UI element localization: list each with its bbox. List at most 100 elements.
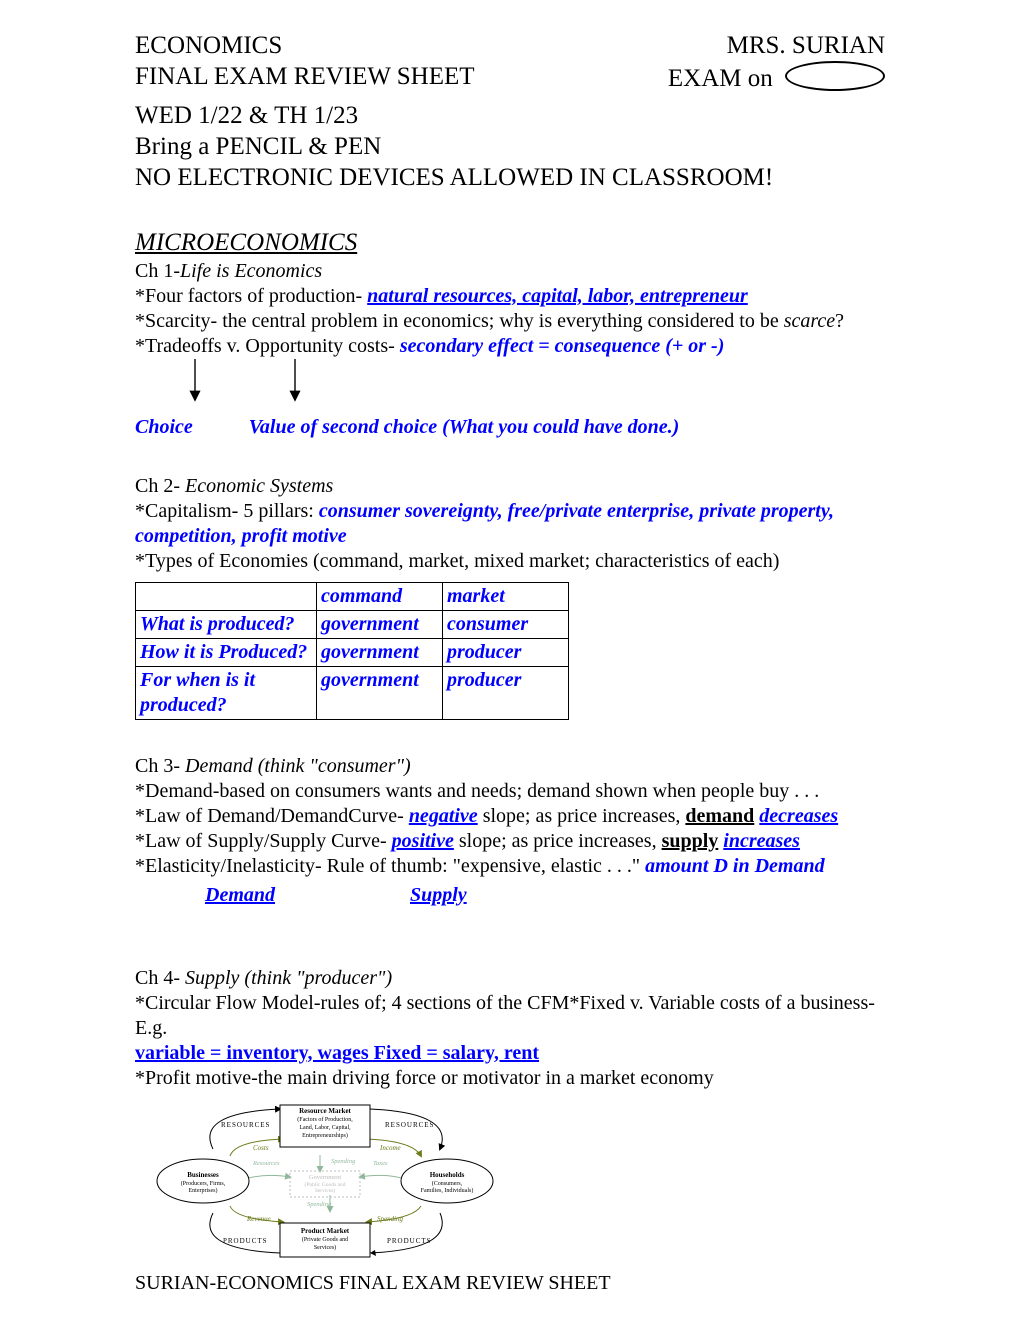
svg-text:(Factors of Production,: (Factors of Production, bbox=[297, 1116, 353, 1123]
svg-text:PRODUCTS: PRODUCTS bbox=[387, 1237, 432, 1245]
header-row-2: FINAL EXAM REVIEW SHEET EXAM on bbox=[135, 61, 885, 99]
svg-text:Land, Labor, Capital,: Land, Labor, Capital, bbox=[299, 1125, 351, 1131]
ch1-l1a: *Four factors of production- bbox=[135, 285, 367, 307]
r1b: consumer bbox=[443, 610, 569, 638]
ch3-l2d: demand bbox=[685, 805, 754, 827]
ch3-l2b: negative bbox=[409, 805, 478, 827]
choice-row: Choice Value of second choice (What you c… bbox=[135, 415, 885, 440]
ch3-l2c: slope; as price increases, bbox=[478, 805, 686, 827]
ch4-title: Ch 4- Supply (think "producer") bbox=[135, 966, 885, 991]
ch3-l3: *Law of Supply/Supply Curve- positive sl… bbox=[135, 829, 885, 854]
svg-text:Spending: Spending bbox=[307, 1201, 332, 1208]
svg-text:Government: Government bbox=[309, 1174, 342, 1181]
svg-text:Resources: Resources bbox=[252, 1160, 280, 1167]
rm1: Resource Market bbox=[299, 1107, 351, 1115]
svg-text:Costs: Costs bbox=[253, 1144, 269, 1152]
ch2-title: Ch 2- Economic Systems bbox=[135, 474, 885, 499]
choice: Choice bbox=[135, 416, 193, 438]
teacher-name: MRS. SURIAN bbox=[727, 30, 885, 61]
ch2-prefix: Ch 2- bbox=[135, 475, 185, 497]
page: ECONOMICS MRS. SURIAN FINAL EXAM REVIEW … bbox=[0, 0, 1020, 1326]
ch2-line1: *Capitalism- 5 pillars: consumer soverei… bbox=[135, 499, 885, 549]
svg-text:Enterprises): Enterprises) bbox=[189, 1187, 218, 1194]
arrows bbox=[135, 359, 885, 409]
section-microeconomics: MICROECONOMICS bbox=[135, 227, 885, 258]
choice2: Value of second choice (What you could h… bbox=[249, 416, 680, 438]
bring-line: Bring a PENCIL & PEN bbox=[135, 131, 885, 162]
ch1-l2c: ? bbox=[835, 310, 844, 332]
ch4-l1b: variable = inventory, wages Fixed = sala… bbox=[135, 1041, 885, 1066]
ch4-ital: Supply (think "producer") bbox=[185, 967, 392, 989]
ch3-l3c: slope; as price increases, bbox=[454, 830, 662, 852]
r2a: government bbox=[317, 638, 443, 666]
ch3-l1: *Demand-based on consumers wants and nee… bbox=[135, 779, 885, 804]
no-devices: NO ELECTRONIC DEVICES ALLOWED IN CLASSRO… bbox=[135, 162, 885, 193]
ch3-l3f: increases bbox=[723, 830, 800, 852]
ch1-prefix: Ch 1- bbox=[135, 260, 180, 282]
table-row: command market bbox=[136, 582, 569, 610]
th-command: command bbox=[317, 582, 443, 610]
circular-flow-diagram: Resource Market (Factors of Production, … bbox=[135, 1101, 885, 1261]
cfm-svg: Resource Market (Factors of Production, … bbox=[135, 1101, 515, 1261]
header-row-1: ECONOMICS MRS. SURIAN bbox=[135, 30, 885, 61]
ch1-title: Ch 1-Life is Economics bbox=[135, 259, 885, 284]
table-row: How it is Produced? government producer bbox=[136, 638, 569, 666]
supply-label: Supply bbox=[410, 883, 467, 908]
ch4-l2: *Profit motive-the main driving force or… bbox=[135, 1066, 885, 1091]
th-blank bbox=[136, 582, 317, 610]
svg-text:RESOURCES: RESOURCES bbox=[385, 1121, 434, 1129]
svg-text:RESOURCES: RESOURCES bbox=[221, 1121, 270, 1129]
ch4-prefix: Ch 4- bbox=[135, 967, 185, 989]
r3a: government bbox=[317, 666, 443, 719]
ch1-l1b: natural resources, capital, labor, entre… bbox=[367, 285, 748, 307]
ch3-l4a: *Elasticity/Inelasticity- Rule of thumb:… bbox=[135, 855, 645, 877]
svg-text:Spending: Spending bbox=[331, 1158, 356, 1165]
svg-text:Product Market: Product Market bbox=[301, 1227, 350, 1235]
ch2-line2: *Types of Economies (command, market, mi… bbox=[135, 549, 885, 574]
svg-text:Revenue: Revenue bbox=[246, 1215, 271, 1223]
page-footer: SURIAN-ECONOMICS FINAL EXAM REVIEW SHEET bbox=[135, 1271, 885, 1296]
svg-text:(Public Goods and: (Public Goods and bbox=[305, 1181, 346, 1188]
ch1-line2: *Scarcity- the central problem in econom… bbox=[135, 309, 885, 334]
arrow-icon bbox=[135, 353, 535, 415]
svg-text:Income: Income bbox=[379, 1144, 401, 1152]
ch4-l1: *Circular Flow Model-rules of; 4 section… bbox=[135, 991, 885, 1041]
ch3-l3a: *Law of Supply/Supply Curve- bbox=[135, 830, 392, 852]
exam-on-prefix: EXAM on bbox=[668, 65, 779, 92]
r1q: What is produced? bbox=[136, 610, 317, 638]
ch2-l1a: *Capitalism- 5 pillars: bbox=[135, 500, 319, 522]
exam-dates: WED 1/22 & TH 1/23 bbox=[135, 100, 885, 131]
demand-label: Demand bbox=[205, 883, 275, 908]
th-market: market bbox=[443, 582, 569, 610]
econ-table: command market What is produced? governm… bbox=[135, 582, 569, 720]
r2q: How it is Produced? bbox=[136, 638, 317, 666]
course-name: ECONOMICS bbox=[135, 30, 282, 61]
table-row: For when is it produced? government prod… bbox=[136, 666, 569, 719]
svg-text:(Consumers,: (Consumers, bbox=[432, 1180, 463, 1187]
svg-text:Businesses: Businesses bbox=[187, 1171, 219, 1179]
ch3-l3b: positive bbox=[392, 830, 454, 852]
ch3-prefix: Ch 3- bbox=[135, 755, 185, 777]
r3q: For when is it produced? bbox=[136, 666, 317, 719]
ch3-title: Ch 3- Demand (think "consumer") bbox=[135, 754, 885, 779]
ch3-l2a: *Law of Demand/DemandCurve- bbox=[135, 805, 409, 827]
r3b: producer bbox=[443, 666, 569, 719]
ch3-l3d: supply bbox=[662, 830, 719, 852]
demand-supply-labels: Demand Supply bbox=[135, 883, 885, 908]
svg-text:Spending: Spending bbox=[377, 1215, 404, 1223]
svg-text:Services): Services) bbox=[315, 1187, 336, 1194]
ch3-l2f: decreases bbox=[759, 805, 838, 827]
svg-text:Families, Individuals): Families, Individuals) bbox=[421, 1187, 474, 1194]
table-row: What is produced? government consumer bbox=[136, 610, 569, 638]
ch1-line1: *Four factors of production- natural res… bbox=[135, 284, 885, 309]
ch1-l2a: *Scarcity- the central problem in econom… bbox=[135, 310, 784, 332]
ch3-l2: *Law of Demand/DemandCurve- negative slo… bbox=[135, 804, 885, 829]
svg-text:(Producers, Firms,: (Producers, Firms, bbox=[181, 1180, 226, 1187]
svg-text:Entrepreneurships): Entrepreneurships) bbox=[302, 1132, 348, 1139]
ch4-l1b-span: variable = inventory, wages Fixed = sala… bbox=[135, 1042, 539, 1064]
ch3-l4: *Elasticity/Inelasticity- Rule of thumb:… bbox=[135, 854, 885, 879]
svg-text:(Private Goods and: (Private Goods and bbox=[302, 1236, 348, 1243]
ch3-ital: Demand (think "consumer") bbox=[185, 755, 411, 777]
r1a: government bbox=[317, 610, 443, 638]
exam-on: EXAM on bbox=[668, 61, 885, 99]
